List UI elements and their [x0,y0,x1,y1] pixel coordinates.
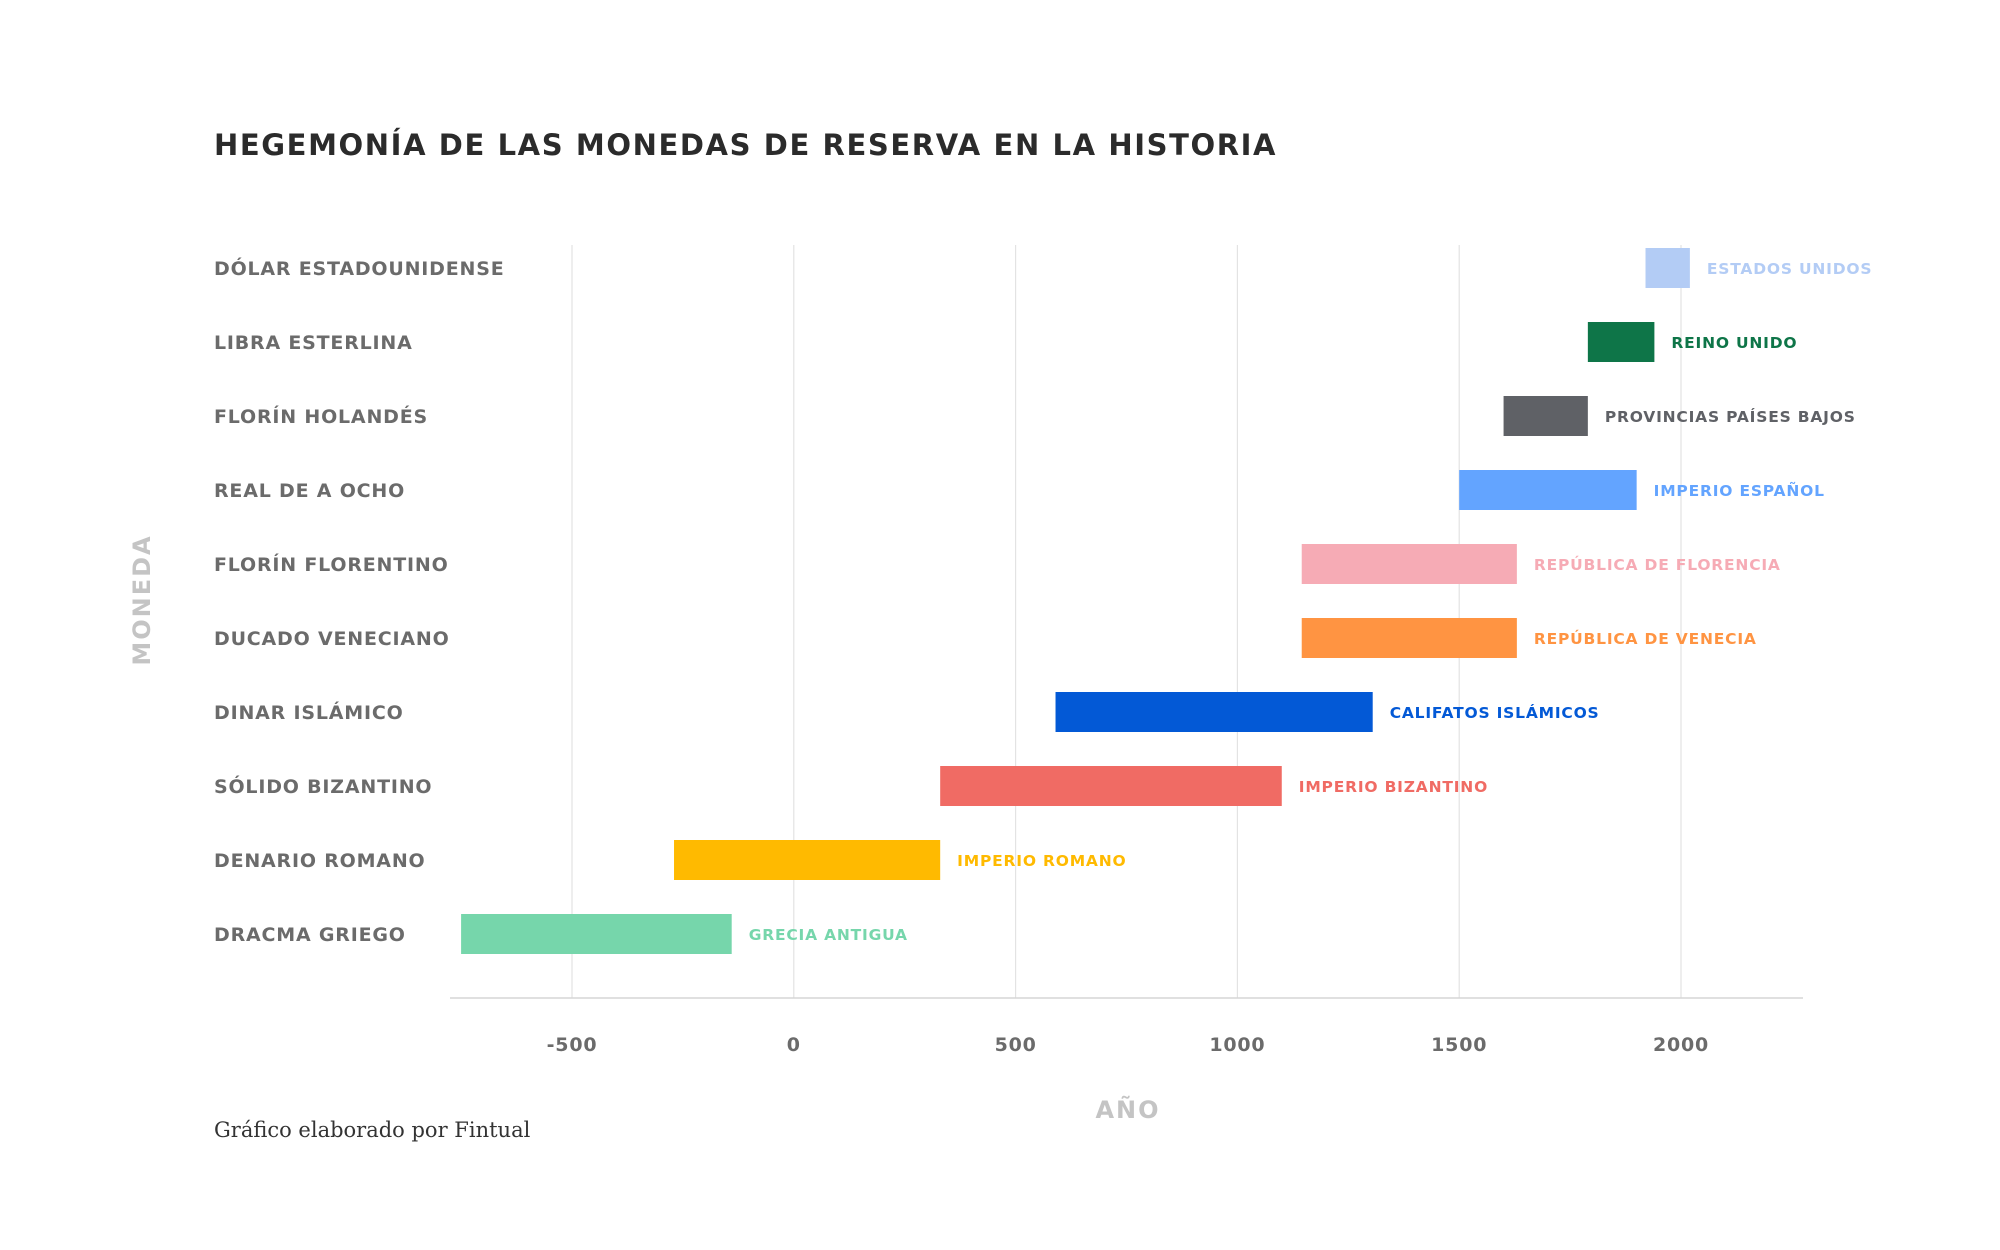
category-label: REAL DE A OCHO [214,480,405,502]
range-bar [1459,470,1637,510]
range-bar [461,914,732,954]
x-tick-label: 500 [995,1034,1037,1056]
bar-label: IMPERIO ESPAÑOL [1654,481,1825,500]
category-label: DRACMA GRIEGO [214,924,406,946]
range-bar [1301,618,1517,658]
bar-label: REPÚBLICA DE FLORENCIA [1534,555,1781,574]
bar-label: IMPERIO BIZANTINO [1299,778,1488,796]
range-bar [1301,544,1517,584]
chart-title: HEGEMONÍA DE LAS MONEDAS DE RESERVA EN L… [214,128,1278,162]
x-tick-label: -500 [547,1034,598,1056]
category-label: FLORÍN FLORENTINO [214,553,449,576]
category-label: DÓLAR ESTADOUNIDENSE [214,256,504,280]
bar-label: PROVINCIAS PAÍSES BAJOS [1605,407,1856,426]
bar-label: REINO UNIDO [1671,334,1797,352]
range-bar [940,766,1282,806]
bar-label: GRECIA ANTIGUA [749,926,908,944]
range-bar [1055,692,1373,732]
range-bar [1587,322,1655,362]
category-label: LIBRA ESTERLINA [214,332,413,354]
category-label: DUCADO VENECIANO [214,628,450,650]
range-bar [674,840,941,880]
range-bar [1503,396,1588,436]
x-tick-label: 2000 [1653,1034,1709,1056]
x-tick-label: 1000 [1209,1034,1265,1056]
x-axis-title: AÑO [1095,1095,1160,1124]
bar-label: IMPERIO ROMANO [957,852,1126,870]
chart-credit: Gráfico elaborado por Fintual [214,1118,531,1142]
category-label: DINAR ISLÁMICO [214,701,404,724]
y-axis-title: MONEDA [128,534,156,665]
range-bar [1645,248,1690,288]
bar-label: REPÚBLICA DE VENECIA [1534,629,1757,648]
category-label: FLORÍN HOLANDÉS [214,405,428,428]
x-tick-label: 0 [787,1034,801,1056]
bar-label: CALIFATOS ISLÁMICOS [1390,703,1600,722]
category-label: SÓLIDO BIZANTINO [214,774,432,798]
category-label: DENARIO ROMANO [214,850,425,872]
bar-label: ESTADOS UNIDOS [1707,260,1872,278]
x-tick-label: 1500 [1431,1034,1487,1056]
